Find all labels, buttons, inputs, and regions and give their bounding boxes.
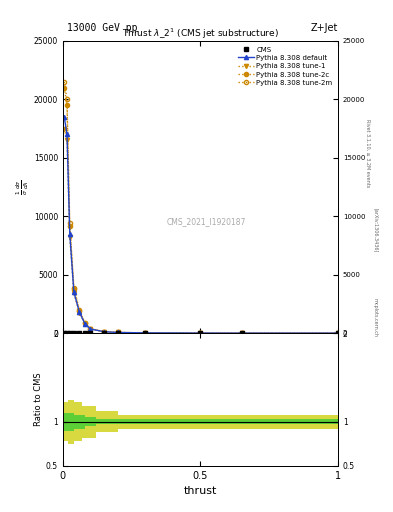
- Pythia 8.308 tune-2c: [116, 329, 120, 335]
- Pythia 8.308 tune-2c: [102, 329, 107, 335]
- Pythia 8.308 tune-2c: [83, 320, 87, 326]
- Pythia 8.308 tune-2c: [62, 84, 67, 91]
- Pythia 8.308 tune-1: [143, 330, 148, 336]
- Line: Pythia 8.308 tune-1: Pythia 8.308 tune-1: [62, 126, 340, 335]
- Pythia 8.308 default: [62, 114, 67, 120]
- Line: Pythia 8.308 tune-2m: Pythia 8.308 tune-2m: [62, 80, 340, 335]
- Pythia 8.308 tune-2m: [88, 326, 93, 332]
- CMS: [336, 330, 340, 336]
- Pythia 8.308 tune-2c: [88, 326, 93, 332]
- Pythia 8.308 tune-1: [83, 321, 87, 327]
- Line: Pythia 8.308 tune-2c: Pythia 8.308 tune-2c: [62, 86, 340, 335]
- Pythia 8.308 tune-1: [62, 125, 67, 132]
- CMS: [77, 330, 82, 336]
- Pythia 8.308 tune-1: [77, 310, 82, 316]
- Pythia 8.308 tune-1: [88, 326, 93, 332]
- Pythia 8.308 tune-2c: [336, 330, 340, 336]
- Pythia 8.308 tune-2m: [102, 329, 107, 335]
- Pythia 8.308 tune-1: [116, 329, 120, 335]
- Title: Thrust $\lambda\_2^1$ (CMS jet substructure): Thrust $\lambda\_2^1$ (CMS jet substruct…: [122, 27, 279, 41]
- Pythia 8.308 tune-2c: [143, 330, 148, 336]
- Pythia 8.308 tune-2m: [143, 330, 148, 336]
- Text: [arXiv:1306.3436]: [arXiv:1306.3436]: [373, 208, 378, 252]
- CMS: [239, 330, 244, 336]
- Pythia 8.308 tune-2m: [77, 307, 82, 313]
- Pythia 8.308 tune-1: [336, 330, 340, 336]
- CMS: [116, 330, 120, 336]
- Pythia 8.308 tune-2m: [68, 220, 72, 226]
- Pythia 8.308 tune-2m: [116, 329, 120, 335]
- Pythia 8.308 default: [88, 326, 93, 332]
- Pythia 8.308 default: [198, 330, 203, 336]
- Pythia 8.308 default: [336, 330, 340, 336]
- Pythia 8.308 tune-2c: [198, 330, 203, 336]
- Line: CMS: CMS: [62, 331, 340, 335]
- Pythia 8.308 default: [239, 330, 244, 336]
- Text: Rivet 3.1.10, ≥ 3.2M events: Rivet 3.1.10, ≥ 3.2M events: [365, 119, 370, 188]
- Text: CMS_2021_I1920187: CMS_2021_I1920187: [166, 218, 246, 227]
- Text: mcplots.cern.ch: mcplots.cern.ch: [373, 298, 378, 337]
- CMS: [198, 330, 203, 336]
- CMS: [88, 330, 93, 336]
- Pythia 8.308 default: [68, 231, 72, 237]
- Pythia 8.308 default: [77, 309, 82, 315]
- Legend: CMS, Pythia 8.308 default, Pythia 8.308 tune-1, Pythia 8.308 tune-2c, Pythia 8.3: CMS, Pythia 8.308 default, Pythia 8.308 …: [236, 45, 334, 88]
- Pythia 8.308 tune-1: [198, 330, 203, 336]
- Pythia 8.308 tune-2m: [239, 330, 244, 336]
- Text: 13000 GeV pp: 13000 GeV pp: [67, 23, 137, 33]
- Pythia 8.308 default: [64, 132, 70, 138]
- Text: Z+Jet: Z+Jet: [310, 23, 338, 33]
- Pythia 8.308 tune-2c: [239, 330, 244, 336]
- Pythia 8.308 tune-2m: [72, 285, 76, 291]
- Pythia 8.308 tune-2c: [72, 286, 76, 292]
- CMS: [64, 330, 70, 336]
- Pythia 8.308 tune-2m: [62, 79, 67, 85]
- Pythia 8.308 tune-1: [68, 234, 72, 240]
- Line: Pythia 8.308 default: Pythia 8.308 default: [62, 115, 340, 335]
- Pythia 8.308 default: [143, 330, 148, 336]
- Pythia 8.308 default: [102, 329, 107, 335]
- CMS: [62, 330, 67, 336]
- Pythia 8.308 tune-1: [64, 137, 70, 143]
- Pythia 8.308 tune-2c: [64, 102, 70, 109]
- Pythia 8.308 tune-2m: [336, 330, 340, 336]
- Y-axis label: Ratio to CMS: Ratio to CMS: [34, 373, 43, 426]
- Pythia 8.308 tune-2c: [68, 223, 72, 229]
- CMS: [83, 330, 87, 336]
- Pythia 8.308 tune-1: [72, 290, 76, 296]
- CMS: [143, 330, 148, 336]
- Pythia 8.308 tune-1: [102, 329, 107, 335]
- CMS: [68, 330, 72, 336]
- Pythia 8.308 tune-2m: [64, 96, 70, 102]
- CMS: [102, 330, 107, 336]
- Pythia 8.308 tune-2m: [83, 320, 87, 326]
- CMS: [72, 330, 76, 336]
- Pythia 8.308 default: [72, 289, 76, 295]
- Pythia 8.308 tune-1: [239, 330, 244, 336]
- Pythia 8.308 tune-2m: [198, 330, 203, 336]
- X-axis label: thrust: thrust: [184, 486, 217, 496]
- Y-axis label: $\frac{1}{\sigma}\,\frac{d\sigma}{d\lambda}$: $\frac{1}{\sigma}\,\frac{d\sigma}{d\lamb…: [15, 179, 31, 195]
- Pythia 8.308 default: [116, 329, 120, 335]
- Pythia 8.308 tune-2c: [77, 308, 82, 314]
- Pythia 8.308 default: [83, 321, 87, 327]
